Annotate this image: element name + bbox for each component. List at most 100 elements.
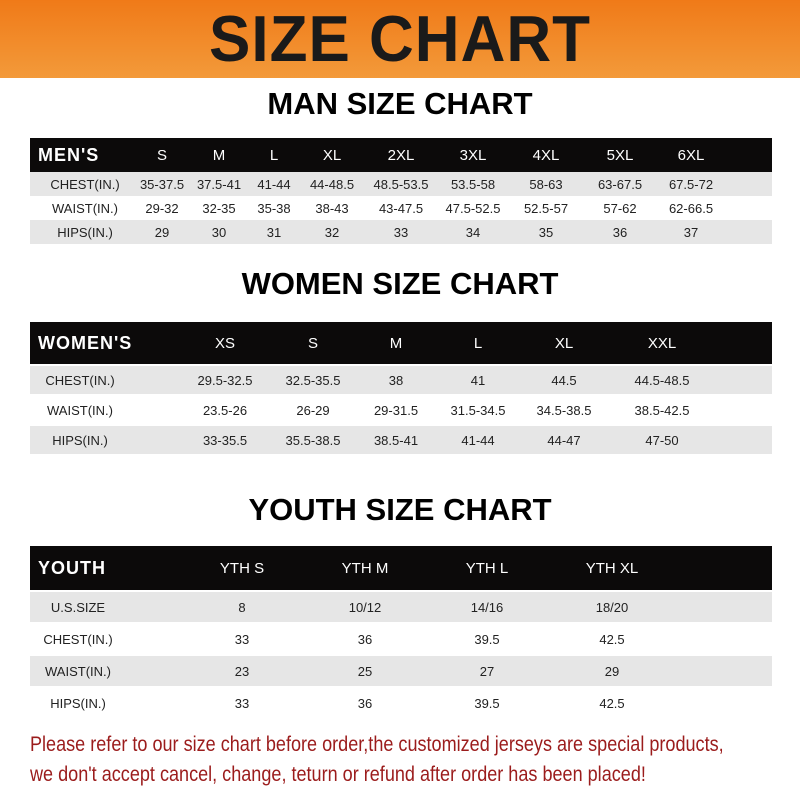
size-header: L <box>473 334 483 352</box>
measurement-cell: 31.5-34.5 <box>450 402 506 418</box>
measurement-cell: 47-50 <box>645 432 679 448</box>
measurement-cell: 41-44 <box>257 176 291 192</box>
women-title: WOMEN SIZE CHART <box>241 266 559 301</box>
measurement-cell: 32-35 <box>202 200 236 216</box>
row-label: U.S.SIZE <box>50 599 106 615</box>
table-row: HIPS(IN.) 33-35.5 35.5-38.5 38.5-41 41-44 44-… <box>30 426 772 454</box>
table-row: CHEST(IN.) 29.5-32.5 32.5-35.5 38 41 44.5 44.5… <box>30 366 772 394</box>
measurement-cell: 27 <box>479 663 495 679</box>
size-header: XS <box>214 334 236 352</box>
measurement-cell: 53.5-58 <box>450 176 496 192</box>
size-header: 5XL <box>606 146 634 164</box>
measurement-cell: 31 <box>266 224 282 240</box>
table-title-cell: YOUTH <box>38 557 106 578</box>
size-header: YTH M <box>341 559 389 577</box>
size-header: 6XL <box>677 146 705 164</box>
measurement-cell: 58-63 <box>529 176 563 192</box>
measurement-cell: 37.5-41 <box>196 176 242 192</box>
size-header: M <box>389 334 403 352</box>
measurement-cell: 44.5 <box>551 372 577 388</box>
row-label: WAIST(IN.) <box>47 402 113 418</box>
row-label: CHEST(IN.) <box>50 176 120 192</box>
youth-title: YOUTH SIZE CHART <box>248 492 552 527</box>
notice-line-2: we don't accept cancel, change, teturn o… <box>30 763 646 786</box>
measurement-cell: 38-43 <box>315 200 349 216</box>
row-label: HIPS(IN.) <box>52 432 108 448</box>
measurement-cell: 57-62 <box>603 200 637 216</box>
size-header: M <box>212 146 226 164</box>
table-row: WAIST(IN.) 29-32 32-35 35-38 38-43 43-47.5 47.… <box>30 196 772 220</box>
measurement-cell: 37 <box>683 224 699 240</box>
measurement-cell: 35-37.5 <box>139 176 185 192</box>
men-title: MAN SIZE CHART <box>267 86 533 121</box>
measurement-cell: 35.5-38.5 <box>285 432 341 448</box>
measurement-cell: 14/16 <box>470 599 504 615</box>
row-label: WAIST(IN.) <box>52 200 118 216</box>
measurement-cell: 39.5 <box>474 631 500 647</box>
measurement-cell: 39.5 <box>474 695 500 711</box>
measurement-cell: 33 <box>234 631 250 647</box>
measurement-cell: 33 <box>393 224 409 240</box>
measurement-cell: 29-32 <box>145 200 179 216</box>
measurement-cell: 18/20 <box>595 599 629 615</box>
table-row: WAIST(IN.) 23.5-26 26-29 29-31.5 31.5-34.5 34… <box>30 396 772 424</box>
measurement-cell: 29.5-32.5 <box>197 372 253 388</box>
size-header: S <box>156 146 168 164</box>
measurement-cell: 41-44 <box>461 432 495 448</box>
measurement-cell: 36 <box>357 695 373 711</box>
measurement-cell: 29 <box>604 663 620 679</box>
table-row: CHEST(IN.) 33 36 39.5 42.5 <box>30 624 772 654</box>
measurement-cell: 62-66.5 <box>668 200 714 216</box>
measurement-cell: 44-47 <box>547 432 581 448</box>
size-header: S <box>307 334 319 352</box>
row-label: CHEST(IN.) <box>43 631 113 647</box>
measurement-cell: 10/12 <box>348 599 382 615</box>
table-row: U.S.SIZE 8 10/12 14/16 18/20 <box>30 592 772 622</box>
row-label: CHEST(IN.) <box>45 372 115 388</box>
measurement-cell: 43-47.5 <box>378 200 424 216</box>
measurement-cell: 47.5-52.5 <box>445 200 501 216</box>
measurement-cell: 33 <box>234 695 250 711</box>
measurement-cell: 35-38 <box>257 200 291 216</box>
measurement-cell: 52.5-57 <box>523 200 569 216</box>
measurement-cell: 38.5-41 <box>373 432 419 448</box>
size-header: YTH XL <box>585 559 639 577</box>
banner: SIZE CHART <box>0 0 800 78</box>
row-label: HIPS(IN.) <box>57 224 113 240</box>
measurement-cell: 34 <box>465 224 481 240</box>
size-header: XL <box>554 334 574 352</box>
size-header: L <box>269 146 279 164</box>
measurement-cell: 8 <box>238 599 246 615</box>
measurement-cell: 48.5-53.5 <box>373 176 429 192</box>
measurement-cell: 32 <box>324 224 340 240</box>
header-row: MEN'S S M L XL 2XL 3XL 4XL 5XL 6XL <box>30 138 772 172</box>
row-label: WAIST(IN.) <box>45 663 111 679</box>
measurement-cell: 36 <box>612 224 628 240</box>
table-row: HIPS(IN.) 33 36 39.5 42.5 <box>30 688 772 718</box>
measurement-cell: 30 <box>211 224 227 240</box>
notice-line-1: Please refer to our size chart before or… <box>30 733 724 756</box>
size-header: YTH S <box>219 559 265 577</box>
measurement-cell: 36 <box>357 631 373 647</box>
measurement-cell: 41 <box>470 372 486 388</box>
measurement-cell: 44.5-48.5 <box>634 372 690 388</box>
measurement-cell: 42.5 <box>599 631 625 647</box>
size-header: XL <box>322 146 342 164</box>
measurement-cell: 29-31.5 <box>373 402 419 418</box>
measurement-cell: 29 <box>154 224 170 240</box>
measurement-cell: 33-35.5 <box>202 432 248 448</box>
measurement-cell: 23 <box>234 663 250 679</box>
measurement-cell: 34.5-38.5 <box>536 402 592 418</box>
size-header: 2XL <box>387 146 415 164</box>
row-label: HIPS(IN.) <box>50 695 106 711</box>
measurement-cell: 26-29 <box>296 402 330 418</box>
table-row: WAIST(IN.) 23 25 27 29 <box>30 656 772 686</box>
size-header: 4XL <box>532 146 560 164</box>
measurement-cell: 42.5 <box>599 695 625 711</box>
size-header: 3XL <box>459 146 487 164</box>
measurement-cell: 67.5-72 <box>668 176 714 192</box>
measurement-cell: 32.5-35.5 <box>285 372 341 388</box>
measurement-cell: 63-67.5 <box>597 176 643 192</box>
measurement-cell: 38.5-42.5 <box>634 402 690 418</box>
banner-title: SIZE CHART <box>209 2 591 76</box>
